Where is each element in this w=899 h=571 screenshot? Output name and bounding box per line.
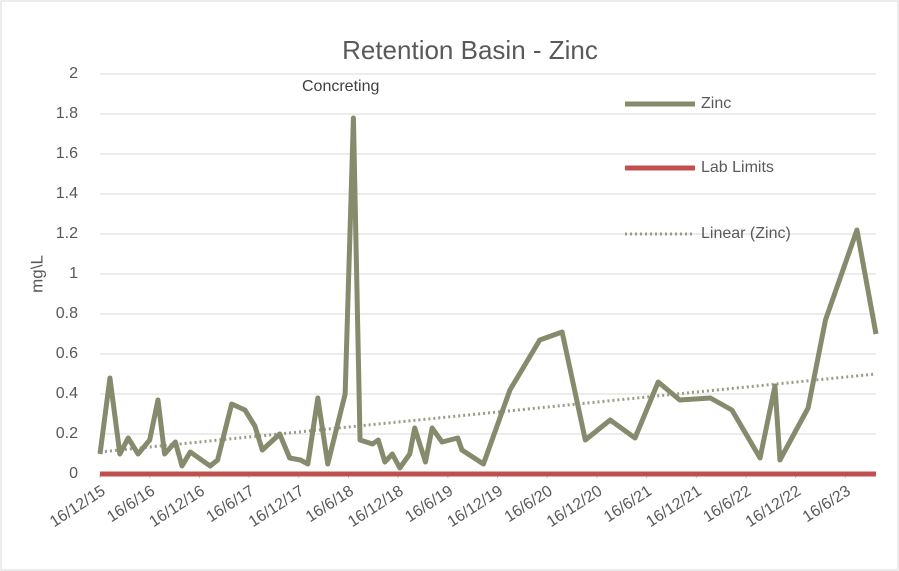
y-tick-label: 1	[69, 265, 78, 282]
annotation: Concreting	[302, 78, 379, 95]
y-tick-label: 2	[69, 65, 78, 82]
series-line	[97, 115, 879, 471]
y-tick-label: 0.8	[56, 305, 78, 322]
y-tick-label: 1.4	[56, 185, 78, 202]
chart-title: Retention Basin - Zinc	[342, 35, 598, 65]
legend-label: Linear (Zinc)	[701, 225, 791, 242]
y-tick-label: 1.8	[56, 105, 78, 122]
y-tick-label: 1.6	[56, 145, 78, 162]
legend-label: Lab Limits	[701, 159, 774, 176]
y-tick-label: 1.2	[56, 225, 78, 242]
y-tick-label: 0	[69, 465, 78, 482]
y-tick-label: 0.4	[56, 385, 78, 402]
y-tick-label: 0.2	[56, 425, 78, 442]
legend-label: Zinc	[701, 95, 731, 112]
y-axis-label: mg\L	[27, 255, 46, 293]
y-tick-label: 0.6	[56, 345, 78, 362]
